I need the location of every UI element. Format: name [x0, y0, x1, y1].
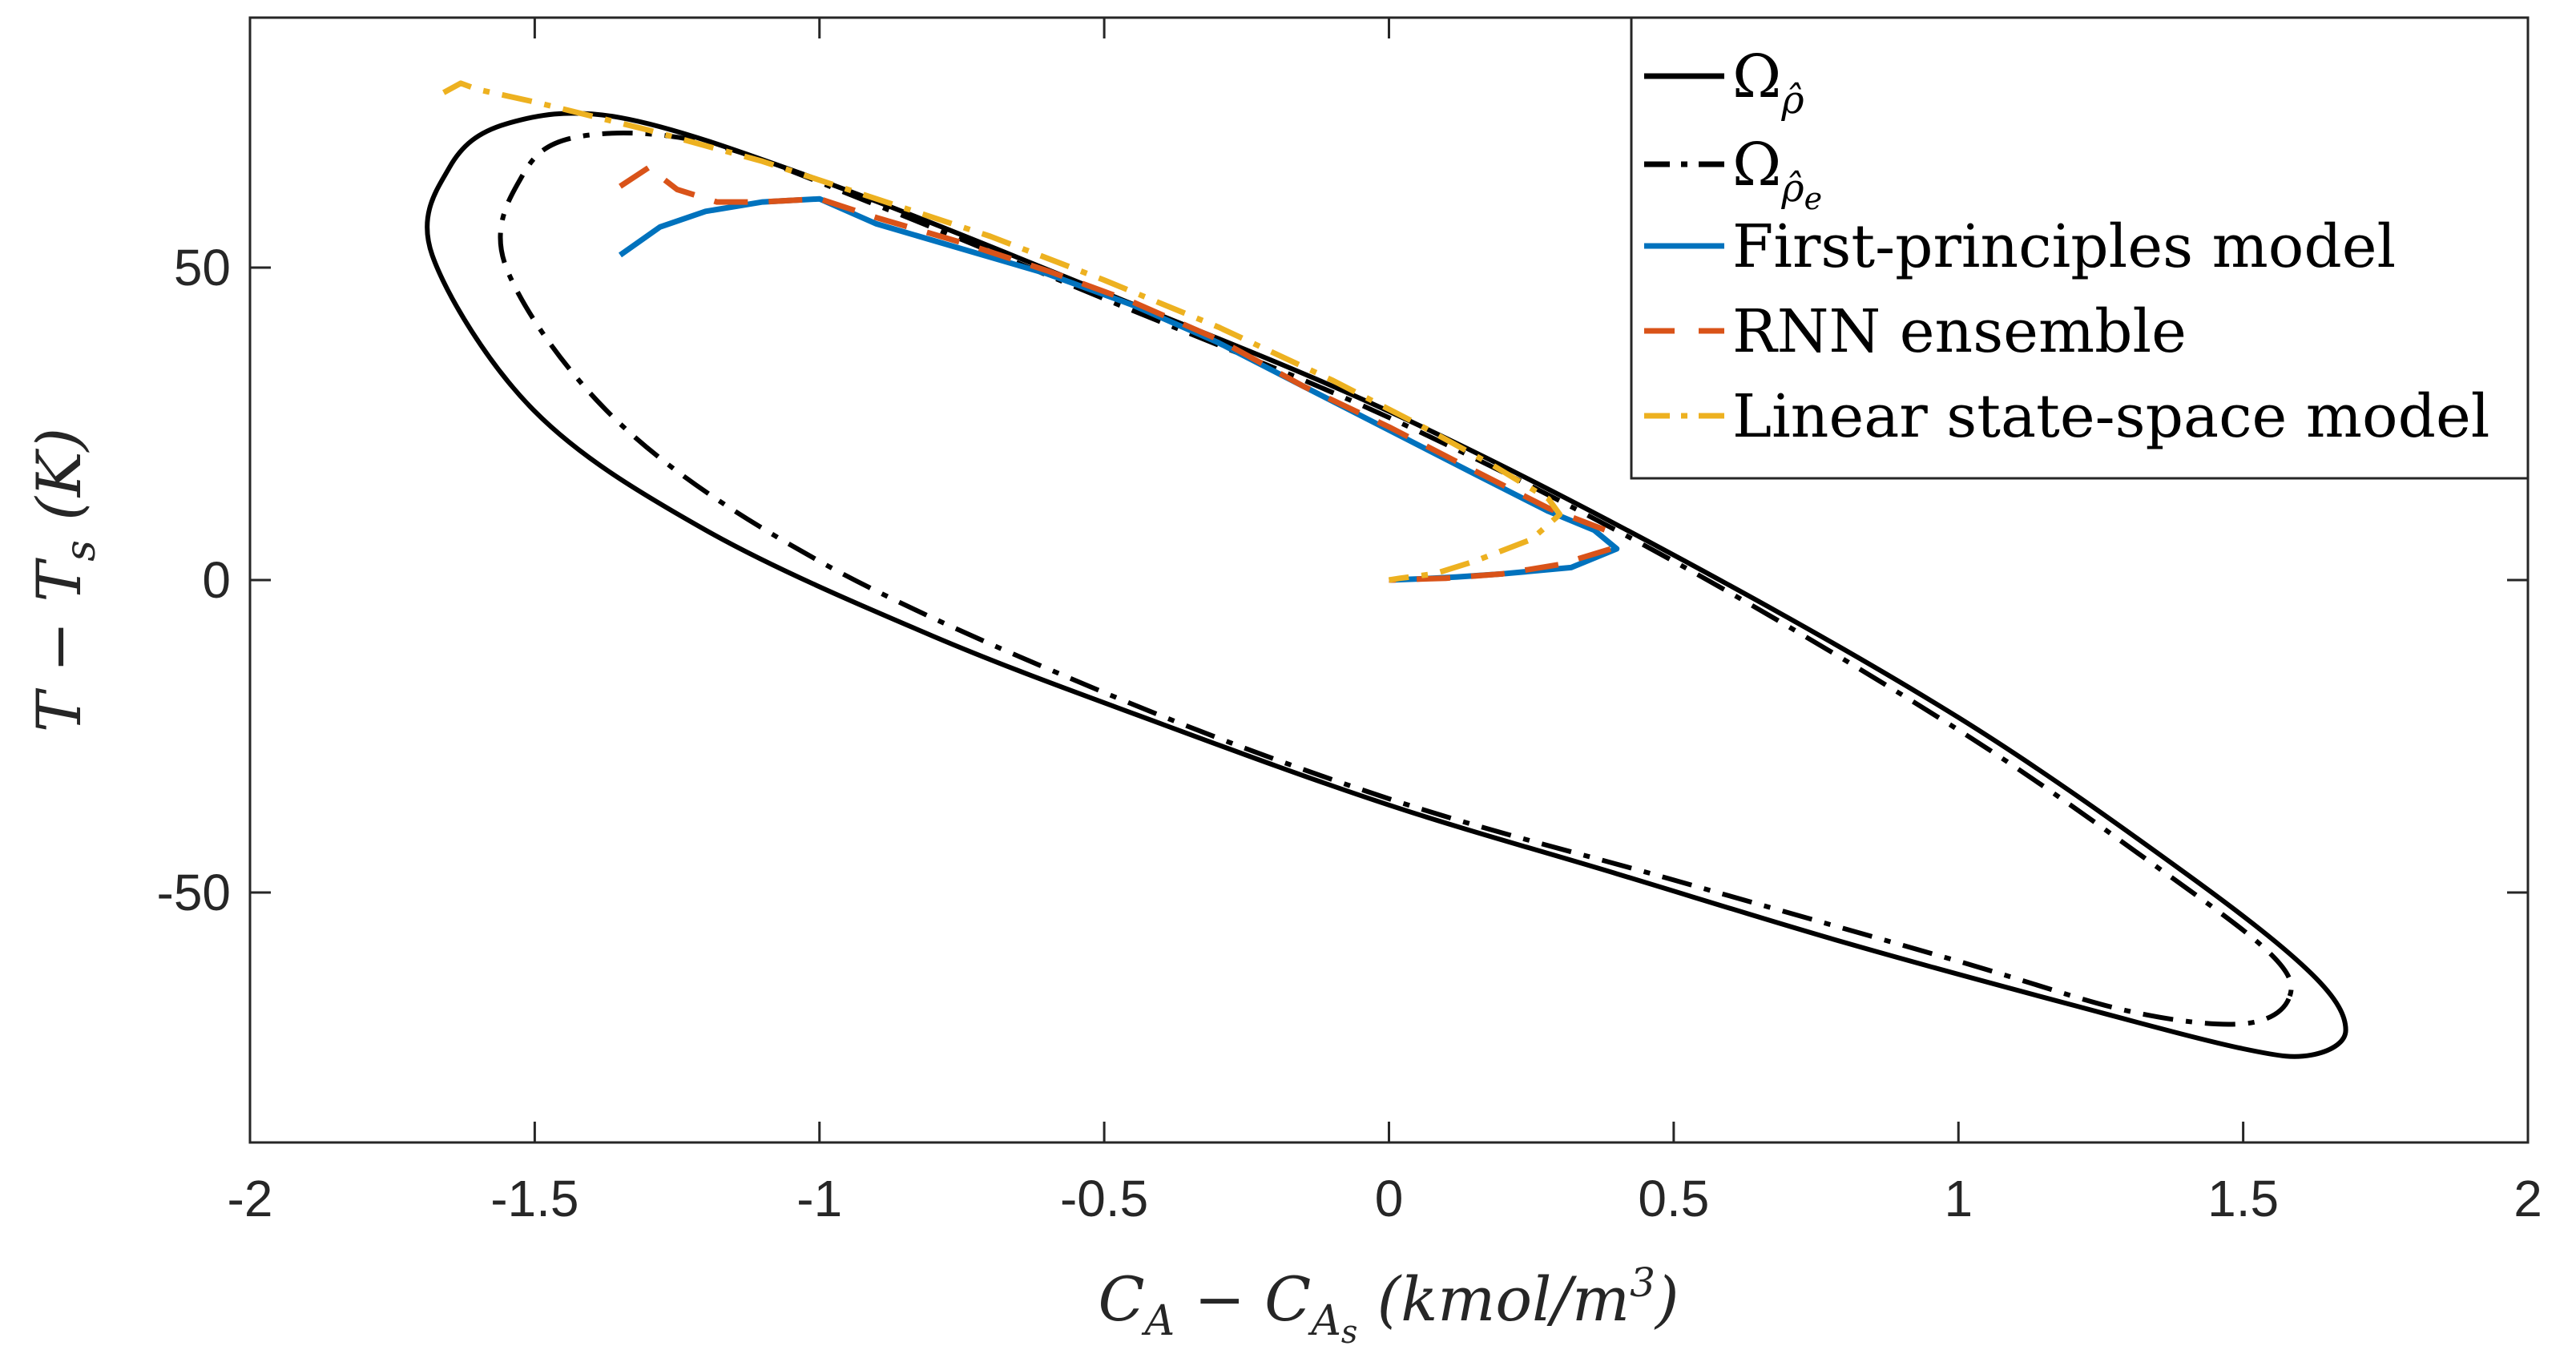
x-label-sup: 3	[1630, 1259, 1655, 1306]
x-tick-label: 1	[1944, 1170, 1973, 1227]
series-line-	[425, 111, 2348, 1059]
series-line-e	[498, 131, 2294, 1027]
x-tick-label: 2	[2514, 1170, 2542, 1227]
y-tick-label: 50	[174, 239, 231, 296]
x-tick-label: -1	[796, 1170, 842, 1227]
x-label-main2: C	[1264, 1263, 1311, 1335]
series-layer	[425, 80, 2348, 1059]
x-label-units: (kmol/m	[1357, 1263, 1630, 1335]
x-label-close: )	[1654, 1263, 1679, 1335]
x-tick-label: -1.5	[490, 1170, 578, 1227]
y-axis-label: T − Ts (K)	[23, 428, 105, 732]
plot-area: -2 -1.5 -1 -0.5 0 0.5 1 1.5 2 -50 0 50	[157, 16, 2542, 1227]
x-tick-label: 0	[1375, 1170, 1404, 1227]
y-label-sub: s	[57, 540, 105, 562]
x-tick-label: 1.5	[2207, 1170, 2279, 1227]
series-line-rnn-ensemble	[619, 164, 1615, 583]
x-label-minus: −	[1175, 1263, 1264, 1335]
y-label-units: (K)	[23, 428, 95, 540]
y-tick-label: -50	[157, 864, 232, 921]
x-tick-label: -0.5	[1060, 1170, 1148, 1227]
y-tick-label: 0	[202, 551, 231, 609]
legend-label: RNN ensemble	[1732, 297, 2187, 366]
x-label-sub2: A	[1308, 1297, 1341, 1345]
legend-label: First-principles model	[1732, 212, 2396, 281]
series-line-linear-state-space-model	[442, 80, 1563, 583]
legend-box	[1630, 16, 2530, 480]
x-label-main: C	[1098, 1263, 1144, 1335]
x-tick-label: -2	[228, 1170, 273, 1227]
tick-layer: -2 -1.5 -1 -0.5 0 0.5 1 1.5 2 -50 0 50	[157, 18, 2542, 1227]
x-axis-label: CA − CAs (kmol/m3)	[1098, 1259, 1679, 1351]
x-tick-label: 0.5	[1638, 1170, 1709, 1227]
legend-label: Linear state-space model	[1732, 382, 2489, 451]
legend-label: Ωρ̂e	[1732, 131, 1822, 216]
legend-label: Ωρ̂	[1732, 42, 1804, 123]
x-label-subsub2: s	[1341, 1314, 1358, 1351]
x-label-sub: A	[1142, 1297, 1175, 1345]
y-label-main: T − T	[23, 557, 95, 732]
